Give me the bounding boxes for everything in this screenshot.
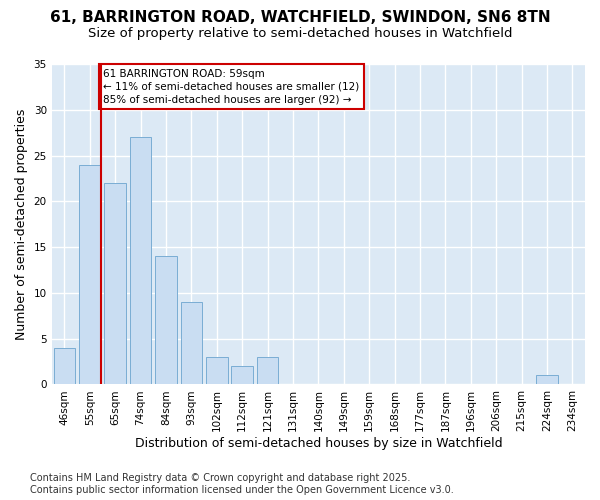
Bar (232, 366, 253, 384)
Bar (206, 357, 227, 384)
Text: Contains HM Land Registry data © Crown copyright and database right 2025.
Contai: Contains HM Land Registry data © Crown c… (30, 474, 454, 495)
Y-axis label: Number of semi-detached properties: Number of semi-detached properties (15, 108, 28, 340)
Bar (257, 357, 278, 384)
Text: 61, BARRINGTON ROAD, WATCHFIELD, SWINDON, SN6 8TN: 61, BARRINGTON ROAD, WATCHFIELD, SWINDON… (50, 10, 550, 25)
Text: Size of property relative to semi-detached houses in Watchfield: Size of property relative to semi-detach… (88, 28, 512, 40)
Bar (130, 137, 151, 384)
Bar (536, 376, 557, 384)
Bar (155, 256, 177, 384)
Bar (79, 164, 101, 384)
Bar (53, 348, 75, 385)
Text: 61 BARRINGTON ROAD: 59sqm
← 11% of semi-detached houses are smaller (12)
85% of : 61 BARRINGTON ROAD: 59sqm ← 11% of semi-… (103, 68, 359, 105)
Bar (181, 302, 202, 384)
Bar (104, 183, 126, 384)
X-axis label: Distribution of semi-detached houses by size in Watchfield: Distribution of semi-detached houses by … (134, 437, 502, 450)
